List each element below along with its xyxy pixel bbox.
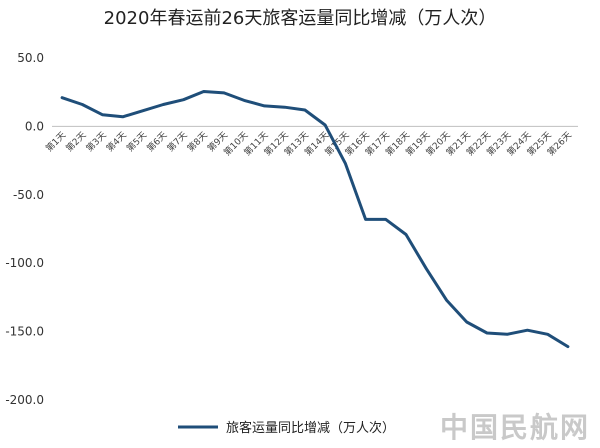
data-point — [121, 115, 125, 119]
data-point — [425, 267, 428, 270]
watermark: 中国民航网 — [440, 411, 590, 444]
y-tick-label: -200.0 — [5, 393, 44, 407]
data-point — [465, 320, 468, 324]
data-point — [263, 104, 266, 108]
chart-title: 2020年春运前26天旅客运量同比增减（万人次） — [104, 8, 497, 29]
data-point — [344, 162, 347, 165]
legend-label: 旅客运量同比增减（万人次） — [226, 420, 395, 436]
x-tick-label: 第5天 — [124, 129, 149, 154]
data-point — [384, 218, 388, 221]
data-point — [485, 331, 489, 335]
data-point — [303, 108, 307, 112]
data-point — [162, 103, 165, 106]
data-point — [222, 91, 226, 95]
y-tick-label: -100.0 — [5, 256, 44, 270]
data-point — [566, 345, 570, 348]
x-tick-label: 第7天 — [164, 129, 189, 154]
data-point — [101, 113, 104, 116]
series-line — [60, 90, 570, 349]
y-tick-label: -50.0 — [13, 188, 44, 202]
y-tick-label: 50.0 — [17, 51, 44, 65]
y-tick-label: -150.0 — [5, 325, 44, 339]
data-point — [546, 333, 549, 336]
data-point — [182, 98, 185, 101]
data-point — [283, 106, 286, 109]
data-point — [60, 96, 64, 99]
data-point — [526, 329, 529, 332]
x-tick-label: 第8天 — [185, 129, 210, 154]
data-point — [364, 218, 367, 221]
x-tick-label: 第4天 — [104, 129, 129, 154]
x-tick-label: 第3天 — [83, 129, 108, 154]
data-point — [404, 233, 408, 236]
data-point — [445, 298, 448, 302]
data-point — [202, 90, 205, 93]
x-tick-label: 第2天 — [63, 129, 88, 154]
y-axis: 50.0 0.0 -50.0 -100.0 -150.0 -200.0 — [5, 51, 44, 407]
data-point — [505, 333, 509, 336]
legend: 旅客运量同比增减（万人次） — [178, 420, 395, 436]
data-point — [242, 99, 246, 102]
data-point — [141, 109, 145, 112]
data-point — [81, 103, 84, 106]
x-tick-label: 第6天 — [144, 129, 169, 154]
x-tick-label: 第1天 — [43, 129, 68, 154]
x-axis: 第1天第2天第3天第4天第5天第6天第7天第8天第9天第10天第11天第12天第… — [43, 125, 578, 158]
series-layer — [60, 90, 570, 349]
y-tick-label: 0.0 — [25, 119, 44, 133]
data-point — [323, 123, 327, 127]
